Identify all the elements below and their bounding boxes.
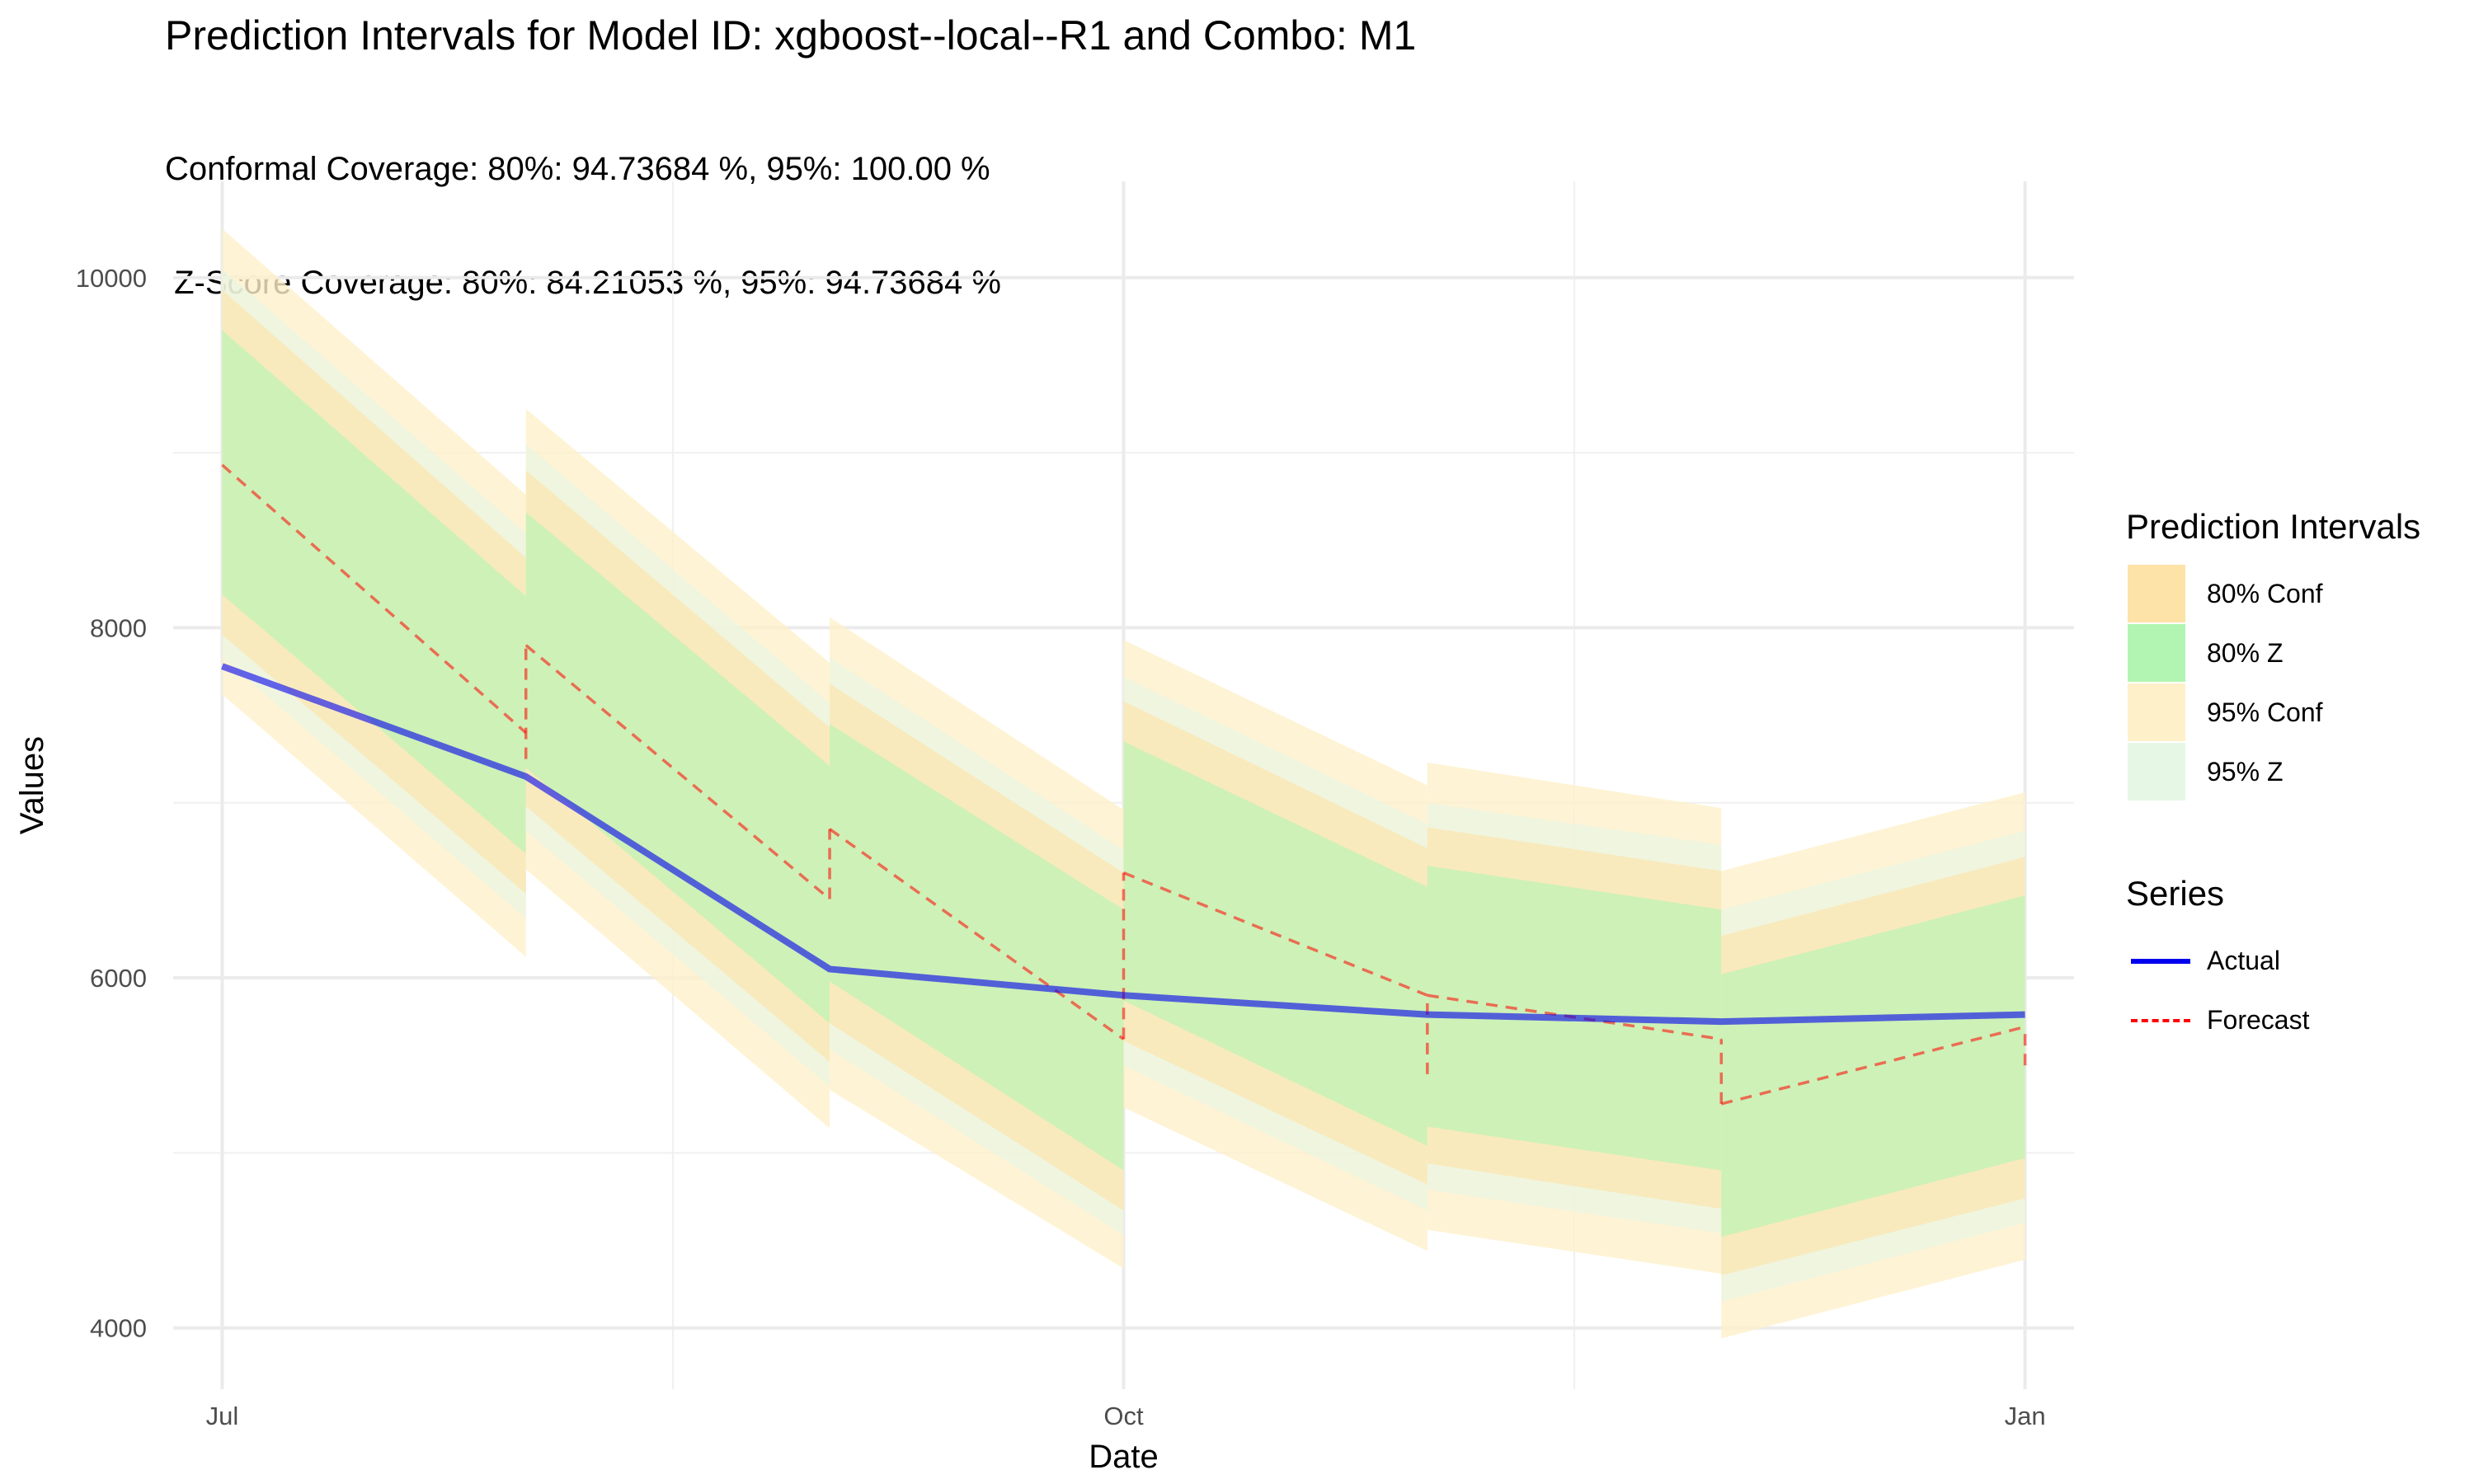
legend-series-title: Series [2126, 874, 2225, 913]
chart-title: Prediction Intervals for Model ID: xgboo… [165, 12, 1417, 59]
y-tick-label: 10000 [76, 264, 147, 293]
band-80-z [525, 512, 830, 1024]
forecast-line-segment [524, 644, 831, 900]
y-axis-label: Values [14, 736, 50, 834]
forecast-line-segment [829, 828, 1125, 1040]
conformal-coverage-text: Conformal Coverage: 80%: 94.73684 %, 95%… [165, 151, 990, 187]
legend-swatch-95-z [2128, 743, 2185, 801]
legend-key-forecast [2128, 991, 2194, 1049]
legend-item-95-z: 95% Z [2128, 743, 2283, 801]
legend-label-forecast: Forecast [2207, 1004, 2310, 1035]
legend-label-actual: Actual [2207, 945, 2280, 975]
x-tick-label: Jan [2005, 1402, 2046, 1430]
legend-label-95-z: 95% Z [2207, 756, 2284, 787]
band-80-z [222, 330, 526, 854]
forecast-line-segment [221, 463, 527, 735]
legend-swatch-95-conf [2128, 683, 2185, 741]
band-80-z [1123, 741, 1427, 1146]
x-tick-label: Oct [1103, 1402, 1144, 1430]
legend-item-80-conf: 80% Conf [2128, 565, 2323, 622]
x-tick-label: Jul [206, 1402, 239, 1430]
legend-swatch-80-z [2128, 624, 2185, 682]
band-80-z [1721, 895, 2025, 1237]
forecast-line-segment [1720, 1025, 2026, 1106]
x-axis-label: Date [1089, 1439, 1159, 1475]
chart-subtitle: Conformal Coverage: 80%: 94.73684 %, 95%… [165, 74, 1001, 340]
legend-item-95-conf: 95% Conf [2128, 683, 2323, 741]
actual-series [221, 663, 2025, 1026]
y-tick-label: 8000 [90, 613, 147, 642]
y-tick-label: 4000 [90, 1314, 147, 1343]
band-80-z [830, 724, 1124, 1171]
legend-key-actual [2128, 932, 2194, 989]
forecast-line-segment [1122, 871, 1428, 997]
legend-label-80-z: 80% Z [2207, 637, 2284, 668]
legend-item-actual: Actual [2128, 932, 2280, 989]
axes: 4000 6000 8000 10000 Jul Oct Jan Date Values [14, 264, 2046, 1475]
legend-label-95-conf: 95% Conf [2207, 697, 2323, 727]
legend-item-forecast: Forecast [2128, 991, 2309, 1049]
y-tick-label: 6000 [90, 964, 147, 993]
legend-item-80-z: 80% Z [2128, 624, 2283, 682]
legend-swatch-80-conf [2128, 565, 2185, 622]
legend-intervals-title: Prediction Intervals [2126, 507, 2421, 546]
legend-label-80-conf: 80% Conf [2207, 578, 2323, 608]
